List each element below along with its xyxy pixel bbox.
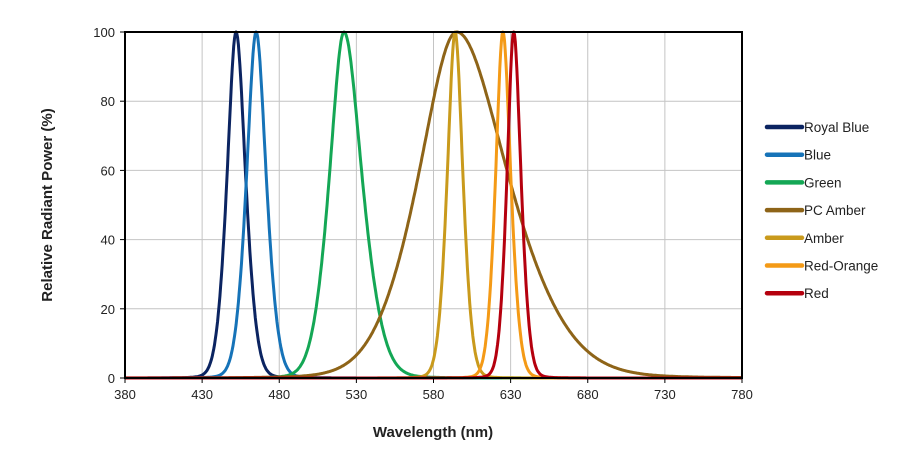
legend-label: Blue bbox=[804, 148, 831, 163]
legend-item: Green bbox=[764, 175, 842, 190]
legend-item: Red-Orange bbox=[764, 259, 878, 274]
legend-item: Amber bbox=[764, 231, 844, 246]
x-tick-label: 430 bbox=[191, 387, 213, 402]
x-tick-label: 780 bbox=[731, 387, 753, 402]
legend-item: PC Amber bbox=[764, 203, 866, 218]
y-tick-label: 0 bbox=[108, 371, 115, 386]
y-tick-label: 60 bbox=[101, 163, 115, 178]
legend-item: Royal Blue bbox=[764, 120, 869, 135]
x-tick-label: 580 bbox=[423, 387, 445, 402]
x-tick-label: 480 bbox=[268, 387, 290, 402]
x-tick-label: 730 bbox=[654, 387, 676, 402]
x-tick-label: 680 bbox=[577, 387, 599, 402]
legend-label: PC Amber bbox=[804, 203, 866, 218]
y-tick-label: 80 bbox=[101, 94, 115, 109]
x-axis: 380 430 480 530 580 630 680 730 780 bbox=[114, 378, 753, 402]
legend: Royal Blue Blue Green PC Amber Amber Red-Oran… bbox=[764, 120, 878, 301]
y-tick-label: 20 bbox=[101, 302, 115, 317]
legend-item: Red bbox=[764, 286, 829, 301]
legend-item: Blue bbox=[764, 148, 831, 163]
y-axis-title: Relative Radiant Power (%) bbox=[39, 108, 56, 301]
x-axis-title: Wavelength (nm) bbox=[373, 424, 493, 441]
y-tick-label: 40 bbox=[101, 233, 115, 248]
legend-label: Red bbox=[804, 286, 829, 301]
legend-label: Amber bbox=[804, 231, 844, 246]
legend-label: Green bbox=[804, 175, 842, 190]
legend-label: Royal Blue bbox=[804, 120, 869, 135]
x-tick-label: 630 bbox=[500, 387, 522, 402]
x-tick-label: 530 bbox=[346, 387, 368, 402]
x-tick-label: 380 bbox=[114, 387, 136, 402]
legend-label: Red-Orange bbox=[804, 259, 878, 274]
y-axis: 0 20 40 60 80 100 bbox=[93, 25, 125, 386]
y-tick-label: 100 bbox=[93, 25, 115, 40]
